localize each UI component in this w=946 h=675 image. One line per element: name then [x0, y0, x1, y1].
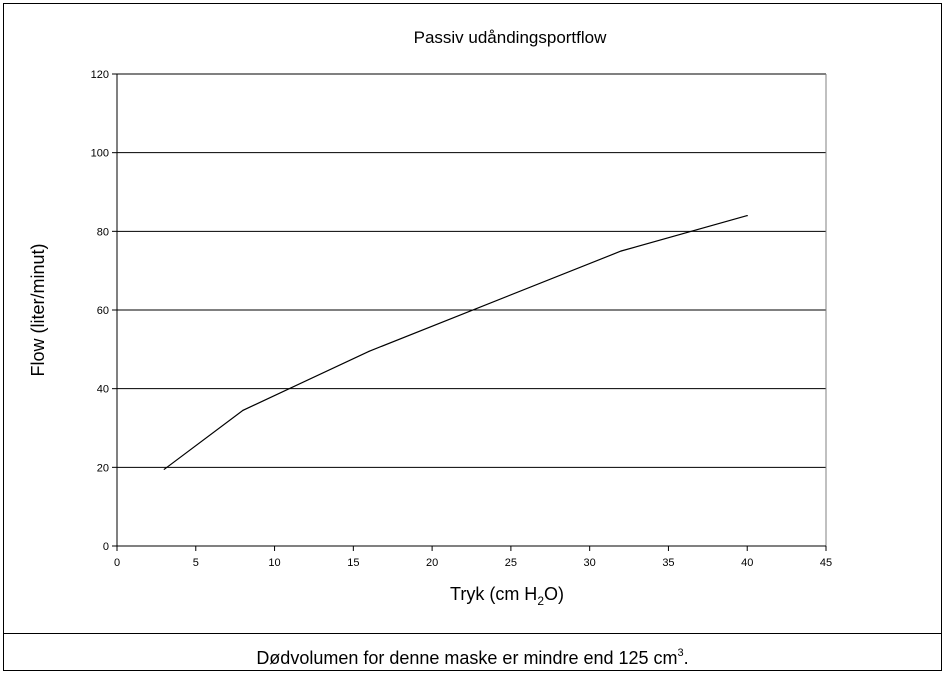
data-point	[620, 250, 622, 252]
caption-text: Dødvolumen for denne maske er mindre end…	[256, 648, 678, 668]
data-point	[242, 409, 244, 411]
x-tick-label: 0	[114, 557, 120, 569]
chart-title: Passiv udåndingsportflow	[414, 28, 608, 47]
data-point	[368, 350, 370, 352]
series-line	[163, 215, 748, 470]
x-tick-label: 10	[268, 557, 280, 569]
y-tick-label: 100	[91, 148, 109, 160]
x-tick-label: 45	[820, 557, 832, 569]
x-tick-label: 25	[505, 557, 517, 569]
caption-divider	[3, 633, 942, 634]
x-tick-label: 5	[193, 557, 199, 569]
data-point	[163, 468, 165, 470]
y-tick-label: 20	[97, 462, 109, 474]
figure-caption: Dødvolumen for denne maske er mindre end…	[3, 636, 942, 675]
plot-area: 0 20 40 60 80 100 120 0 5 10 15 20 25 30 35 40 45	[91, 69, 832, 569]
x-axis-label: Tryk (cm H2O)	[450, 584, 564, 608]
y-tick-label: 120	[91, 69, 109, 81]
y-axis-label: Flow (liter/minut)	[28, 243, 48, 376]
x-tick-label: 30	[584, 557, 596, 569]
x-tick-label: 40	[741, 557, 753, 569]
x-tick-label: 35	[662, 557, 674, 569]
x-tick-label: 15	[347, 557, 359, 569]
data-point	[746, 215, 748, 217]
caption-end: .	[683, 648, 689, 668]
chart: 0 20 40 60 80 100 120 0 5 10 15 20 25 30 35 40 45 Passiv…	[28, 28, 832, 608]
y-tick-label: 60	[97, 305, 109, 317]
x-tick-label: 20	[426, 557, 438, 569]
y-tick-label: 80	[97, 226, 109, 238]
figure-frame	[3, 3, 942, 671]
y-tick-label: 0	[103, 541, 109, 553]
caption-superscript: 3	[677, 647, 684, 659]
y-tick-label: 40	[97, 384, 109, 396]
